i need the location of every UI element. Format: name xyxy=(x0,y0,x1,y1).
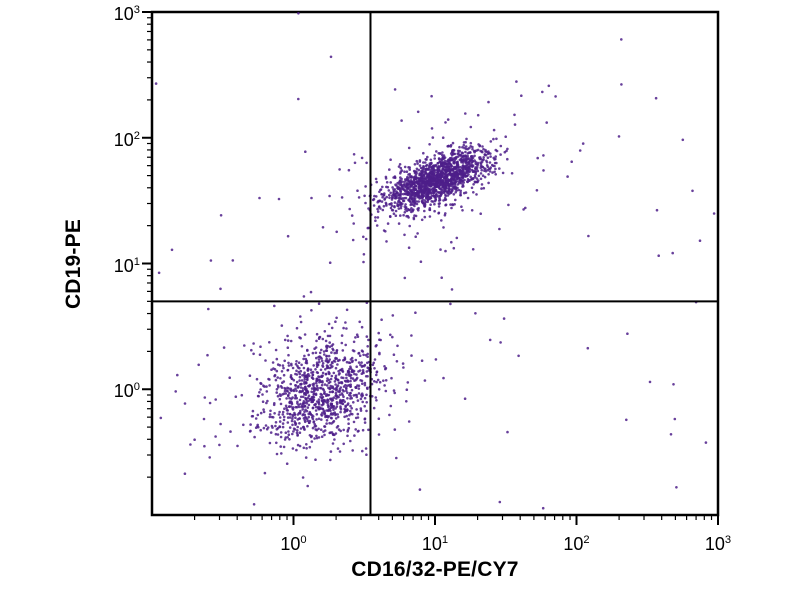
x-tick-label: 102 xyxy=(563,534,590,554)
plot-border xyxy=(150,10,720,517)
data-points xyxy=(154,12,716,510)
x-tick-label: 100 xyxy=(280,534,307,554)
y-tick-label: 100 xyxy=(113,381,140,402)
y-tick-label: 101 xyxy=(113,255,140,276)
x-tick-label: 101 xyxy=(421,534,449,554)
y-tick-label: 103 xyxy=(113,4,140,24)
y-tick-label: 102 xyxy=(113,129,140,150)
x-axis-label: CD16/32-PE/CY7 xyxy=(351,558,519,581)
y-axis-label: CD19-PE xyxy=(62,218,85,310)
x-tick-label: 103 xyxy=(704,534,732,554)
